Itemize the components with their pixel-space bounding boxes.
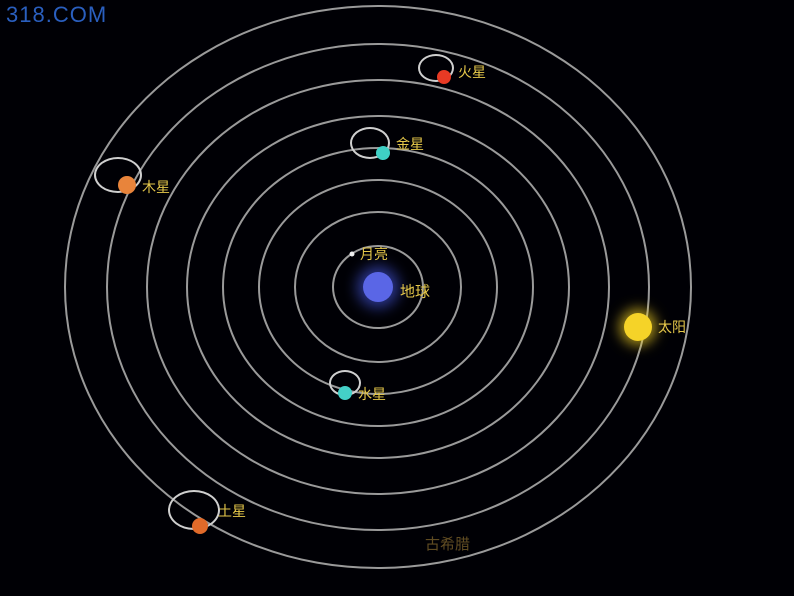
label-saturn: 土星 [218, 501, 246, 521]
footer-text: 古希腊 [425, 533, 470, 554]
body-mercury [338, 386, 352, 400]
label-mars: 火星 [458, 62, 486, 82]
body-moon [350, 252, 355, 257]
label-earth: 地球 [400, 281, 430, 302]
watermark-text: 318.COM [6, 2, 107, 28]
body-jupiter [118, 176, 136, 194]
body-earth [363, 272, 393, 302]
label-mercury: 水星 [358, 384, 386, 404]
body-mars [437, 70, 451, 84]
body-sun [624, 313, 652, 341]
label-venus: 金星 [396, 134, 424, 154]
label-sun: 太阳 [658, 317, 686, 337]
label-moon: 月亮 [360, 244, 388, 264]
label-jupiter: 木星 [142, 177, 170, 197]
diagram-stage: 318.COM 地球 月亮 水星 金星 太阳 火星 木星 土星 古希腊 [0, 0, 794, 596]
body-venus [376, 146, 390, 160]
body-saturn [192, 518, 208, 534]
